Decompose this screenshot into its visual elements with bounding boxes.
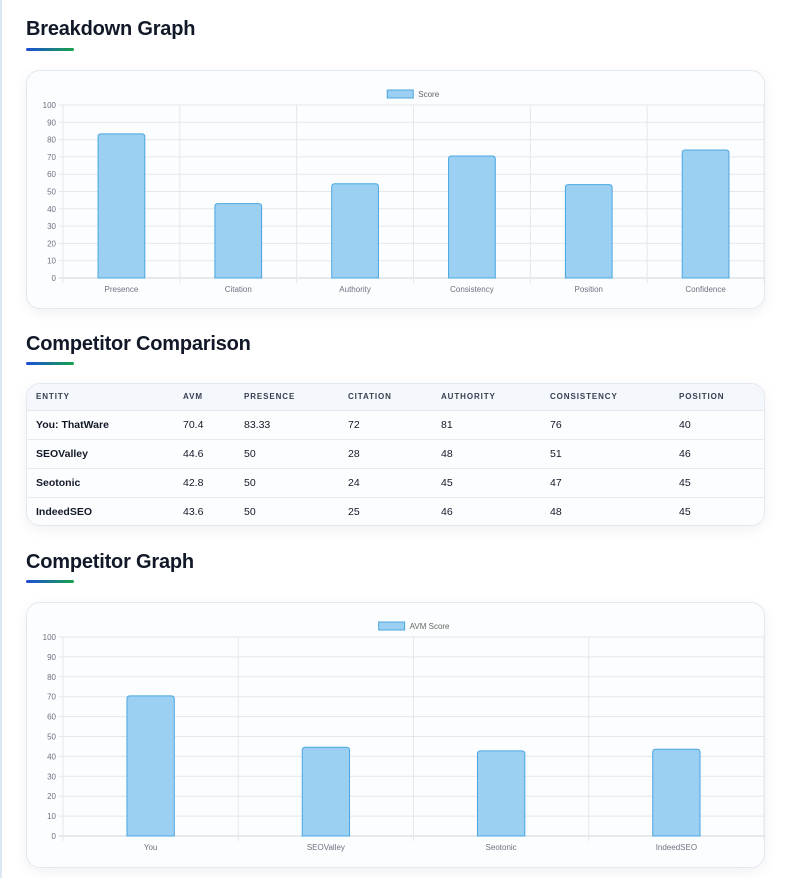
x-tick-label: IndeedSEO (656, 843, 697, 852)
cell-authority: 46 (441, 505, 453, 518)
header-entity: ENTITY (27, 384, 174, 411)
x-tick-label: Confidence (685, 285, 726, 294)
y-tick-label: 70 (47, 153, 56, 162)
comparison-title-underline (26, 362, 74, 365)
y-tick-label: 40 (47, 752, 56, 761)
header-position: POSITION (670, 384, 764, 411)
legend-swatch[interactable] (386, 89, 414, 99)
y-tick-label: 0 (52, 274, 57, 283)
cell-authority: 81 (432, 410, 541, 440)
table-row: IndeedSEO 43.6 50 25 46 48 45 (27, 497, 764, 525)
bar-seovalley[interactable] (301, 746, 351, 837)
cell-entity: Seotonic (27, 468, 174, 498)
y-tick-label: 90 (47, 118, 56, 127)
legend-label: Score (418, 90, 439, 99)
bar-indeedseo[interactable] (652, 748, 701, 837)
cell-entity: IndeedSEO (36, 505, 93, 518)
header-authority: AUTHORITY (432, 384, 541, 411)
y-tick-label: 60 (47, 713, 56, 722)
cell-position: 45 (670, 468, 764, 498)
competitor-comparison-table: ENTITY AVM PRESENCE CITATION AUTHORITY C… (27, 384, 764, 525)
table-row: SEOValley 44.6 50 28 48 51 46 (27, 439, 764, 469)
y-tick-label: 30 (47, 222, 56, 231)
left-border (0, 0, 2, 878)
y-tick-label: 60 (47, 170, 56, 179)
cell-citation: 72 (339, 410, 432, 440)
cell-position: 40 (670, 410, 764, 440)
y-tick-label: 30 (47, 772, 56, 781)
y-tick-label: 10 (47, 812, 56, 821)
cell-avm: 70.4 (174, 410, 235, 440)
y-tick-label: 20 (47, 792, 56, 801)
competitor-comparison-title: Competitor Comparison (26, 333, 251, 355)
x-tick-label: Citation (225, 285, 252, 294)
cell-citation: 28 (339, 439, 432, 469)
cell-avm: 43.6 (183, 505, 204, 518)
cell-consistency: 51 (541, 439, 670, 469)
x-tick-label: You (144, 843, 158, 852)
cell-consistency: 76 (541, 410, 670, 440)
competitor-graph-title-underline (26, 580, 74, 583)
x-tick-label: Seotonic (486, 843, 517, 852)
cell-consistency: 47 (541, 468, 670, 498)
cell-avm: 42.8 (174, 468, 235, 498)
y-tick-label: 90 (47, 653, 56, 662)
header-avm: AVM (174, 384, 235, 411)
bar-position[interactable] (564, 184, 613, 279)
breakdown-title-underline (26, 48, 74, 51)
bar-confidence[interactable] (681, 149, 730, 279)
cell-citation: 25 (348, 505, 360, 518)
competitor-graph-title: Competitor Graph (26, 551, 194, 573)
x-tick-label: Consistency (450, 285, 494, 294)
bar-seotonic[interactable] (476, 750, 526, 837)
table-row: You: ThatWare 70.4 83.33 72 81 76 40 (27, 410, 764, 440)
breakdown-graph-title: Breakdown Graph (26, 18, 196, 40)
y-tick-label: 100 (43, 101, 57, 110)
y-tick-label: 100 (43, 633, 57, 642)
cell-citation: 24 (339, 468, 432, 498)
competitor-bar-chart: 0 10 20 30 40 50 60 70 80 90 100 You SEOValley Seoton… (43, 621, 764, 852)
header-citation: CITATION (339, 384, 432, 411)
y-tick-label: 70 (47, 693, 56, 702)
cell-position: 46 (670, 439, 764, 469)
header-consistency: CONSISTENCY (541, 384, 670, 411)
breakdown-chart-card: 0 10 20 30 40 50 60 70 80 90 100 Presence Citation Au… (26, 70, 765, 309)
bar-consistency[interactable] (448, 155, 496, 279)
x-tick-label: Presence (105, 285, 139, 294)
cell-presence: 50 (235, 468, 339, 498)
cell-presence: 50 (244, 505, 256, 518)
table-row: Seotonic 42.8 50 24 45 47 45 (27, 468, 764, 498)
cell-entity: SEOValley (27, 439, 174, 469)
y-tick-label: 50 (47, 188, 56, 197)
cell-entity: You: ThatWare (27, 410, 174, 440)
y-tick-label: 50 (47, 733, 56, 742)
x-tick-label: Position (575, 285, 603, 294)
competitor-chart-card: 0 10 20 30 40 50 60 70 80 90 100 You SEOValley Seoton… (26, 602, 765, 868)
y-tick-label: 0 (52, 832, 57, 841)
cell-position: 45 (679, 505, 691, 518)
y-tick-label: 80 (47, 673, 56, 682)
cell-presence: 50 (235, 439, 339, 469)
y-tick-label: 20 (47, 239, 56, 248)
cell-authority: 48 (432, 439, 541, 469)
y-tick-label: 40 (47, 205, 56, 214)
bar-you[interactable] (126, 695, 175, 837)
cell-consistency: 48 (550, 505, 562, 518)
y-tick-label: 10 (47, 257, 56, 266)
bar-authority[interactable] (331, 183, 379, 279)
cell-avm: 44.6 (174, 439, 235, 469)
legend-label: AVM Score (410, 622, 450, 631)
cell-authority: 45 (432, 468, 541, 498)
competitor-comparison-table-card: ENTITY AVM PRESENCE CITATION AUTHORITY C… (26, 383, 765, 526)
table-header-row: ENTITY AVM PRESENCE CITATION AUTHORITY C… (27, 384, 764, 411)
cell-presence: 83.33 (235, 410, 339, 440)
legend-swatch[interactable] (378, 621, 406, 631)
bar-citation[interactable] (214, 203, 263, 279)
header-presence: PRESENCE (235, 384, 339, 411)
breakdown-bar-chart: 0 10 20 30 40 50 60 70 80 90 100 Presence Citation Au… (43, 89, 764, 294)
bar-presence[interactable] (97, 133, 146, 279)
x-tick-label: Authority (339, 285, 371, 294)
y-tick-label: 80 (47, 136, 56, 145)
x-tick-label: SEOValley (307, 843, 345, 852)
